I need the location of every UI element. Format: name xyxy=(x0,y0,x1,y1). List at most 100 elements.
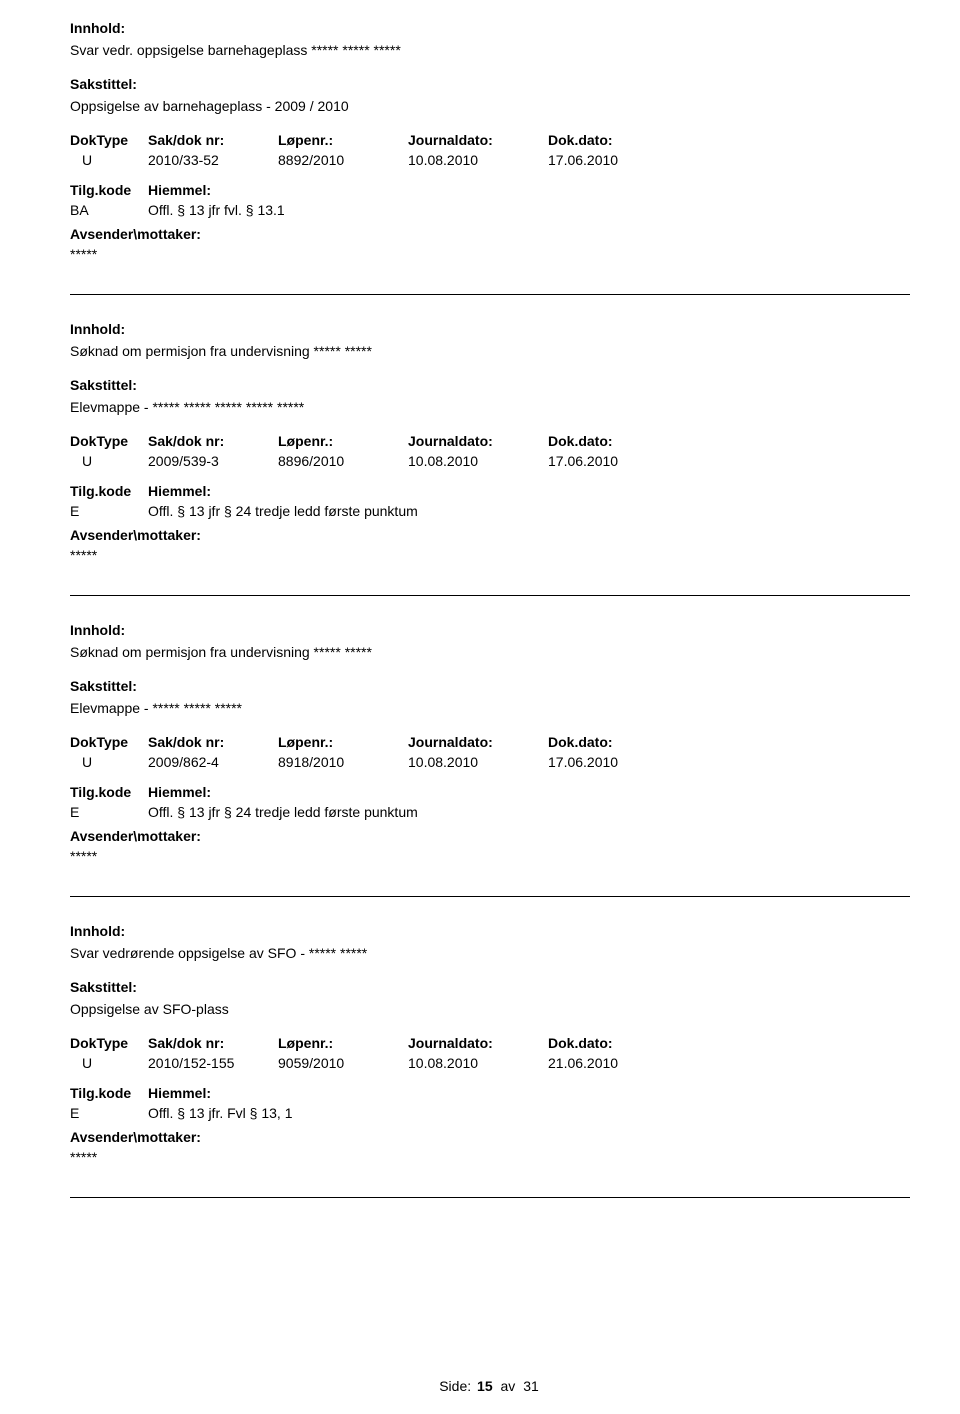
sakstittel-text: Oppsigelse av barnehageplass - 2009 / 20… xyxy=(70,98,910,114)
header-dokdato: Dok.dato: xyxy=(548,433,678,449)
value-lopenr: 8892/2010 xyxy=(278,152,408,168)
value-dokdato: 21.06.2010 xyxy=(548,1055,678,1071)
innhold-label: Innhold: xyxy=(70,622,910,638)
avsender-label: Avsender\mottaker: xyxy=(70,226,910,242)
header-lopenr: Løpenr.: xyxy=(278,734,408,750)
avsender-label: Avsender\mottaker: xyxy=(70,1129,910,1145)
value-lopenr: 8918/2010 xyxy=(278,754,408,770)
tilg-header-row: Tilg.kode Hiemmel: xyxy=(70,182,910,198)
value-dokdato: 17.06.2010 xyxy=(548,152,678,168)
header-lopenr: Løpenr.: xyxy=(278,132,408,148)
hiemmel-row: E Offl. § 13 jfr § 24 tredje ledd første… xyxy=(70,503,910,519)
innhold-text: Søknad om permisjon fra undervisning ***… xyxy=(70,343,910,359)
value-journaldato: 10.08.2010 xyxy=(408,453,548,469)
tilg-header-row: Tilg.kode Hiemmel: xyxy=(70,483,910,499)
journal-entry: Innhold: Svar vedr. oppsigelse barnehage… xyxy=(70,20,910,262)
value-dokdato: 17.06.2010 xyxy=(548,453,678,469)
column-headers: DokType Sak/dok nr: Løpenr.: Journaldato… xyxy=(70,734,910,750)
journal-entry: Innhold: Svar vedrørende oppsigelse av S… xyxy=(70,923,910,1165)
header-dokdato: Dok.dato: xyxy=(548,1035,678,1051)
tilg-header-row: Tilg.kode Hiemmel: xyxy=(70,784,910,800)
value-lopenr: 8896/2010 xyxy=(278,453,408,469)
value-journaldato: 10.08.2010 xyxy=(408,754,548,770)
journal-entry: Innhold: Søknad om permisjon fra undervi… xyxy=(70,321,910,563)
header-tilgkode: Tilg.kode xyxy=(70,483,148,499)
hiemmel-row: E Offl. § 13 jfr § 24 tredje ledd første… xyxy=(70,804,910,820)
avsender-text: ***** xyxy=(70,246,910,262)
header-tilgkode: Tilg.kode xyxy=(70,1085,148,1101)
value-sakdok: 2010/33-52 xyxy=(148,152,278,168)
footer-page-current: 15 xyxy=(477,1378,493,1394)
header-sakdok: Sak/dok nr: xyxy=(148,734,278,750)
header-dokdato: Dok.dato: xyxy=(548,734,678,750)
footer-page-total: 31 xyxy=(523,1378,539,1394)
header-hiemmel: Hiemmel: xyxy=(148,1085,211,1101)
separator xyxy=(70,1197,910,1198)
value-doktype: U xyxy=(70,754,148,770)
innhold-text: Søknad om permisjon fra undervisning ***… xyxy=(70,644,910,660)
header-doktype: DokType xyxy=(70,1035,148,1051)
header-hiemmel: Hiemmel: xyxy=(148,182,211,198)
value-sakdok: 2009/539-3 xyxy=(148,453,278,469)
avsender-text: ***** xyxy=(70,1149,910,1165)
value-hiemmel: Offl. § 13 jfr fvl. § 13.1 xyxy=(148,202,285,218)
value-hiemmel: Offl. § 13 jfr. Fvl § 13, 1 xyxy=(148,1105,292,1121)
avsender-text: ***** xyxy=(70,848,910,864)
avsender-label: Avsender\mottaker: xyxy=(70,828,910,844)
hiemmel-row: BA Offl. § 13 jfr fvl. § 13.1 xyxy=(70,202,910,218)
value-doktype: U xyxy=(70,152,148,168)
sakstittel-label: Sakstittel: xyxy=(70,76,910,92)
separator xyxy=(70,595,910,596)
value-tilgkode: BA xyxy=(70,202,148,218)
header-tilgkode: Tilg.kode xyxy=(70,784,148,800)
value-dokdato: 17.06.2010 xyxy=(548,754,678,770)
page-footer: Side: 15 av 31 xyxy=(70,1378,910,1394)
header-sakdok: Sak/dok nr: xyxy=(148,1035,278,1051)
footer-av: av xyxy=(501,1378,516,1394)
header-hiemmel: Hiemmel: xyxy=(148,483,211,499)
separator xyxy=(70,294,910,295)
data-row: U 2010/152-155 9059/2010 10.08.2010 21.0… xyxy=(70,1055,910,1071)
header-journaldato: Journaldato: xyxy=(408,132,548,148)
header-doktype: DokType xyxy=(70,132,148,148)
avsender-label: Avsender\mottaker: xyxy=(70,527,910,543)
value-tilgkode: E xyxy=(70,804,148,820)
avsender-text: ***** xyxy=(70,547,910,563)
value-doktype: U xyxy=(70,1055,148,1071)
header-hiemmel: Hiemmel: xyxy=(148,784,211,800)
hiemmel-row: E Offl. § 13 jfr. Fvl § 13, 1 xyxy=(70,1105,910,1121)
header-sakdok: Sak/dok nr: xyxy=(148,132,278,148)
value-doktype: U xyxy=(70,453,148,469)
data-row: U 2009/539-3 8896/2010 10.08.2010 17.06.… xyxy=(70,453,910,469)
value-tilgkode: E xyxy=(70,1105,148,1121)
value-lopenr: 9059/2010 xyxy=(278,1055,408,1071)
header-tilgkode: Tilg.kode xyxy=(70,182,148,198)
column-headers: DokType Sak/dok nr: Løpenr.: Journaldato… xyxy=(70,132,910,148)
tilg-header-row: Tilg.kode Hiemmel: xyxy=(70,1085,910,1101)
column-headers: DokType Sak/dok nr: Løpenr.: Journaldato… xyxy=(70,1035,910,1051)
innhold-text: Svar vedrørende oppsigelse av SFO - ****… xyxy=(70,945,910,961)
header-dokdato: Dok.dato: xyxy=(548,132,678,148)
sakstittel-text: Oppsigelse av SFO-plass xyxy=(70,1001,910,1017)
value-sakdok: 2009/862-4 xyxy=(148,754,278,770)
sakstittel-text: Elevmappe - ***** ***** ***** ***** ****… xyxy=(70,399,910,415)
footer-side-label: Side: xyxy=(439,1378,471,1394)
header-lopenr: Løpenr.: xyxy=(278,1035,408,1051)
header-journaldato: Journaldato: xyxy=(408,734,548,750)
sakstittel-text: Elevmappe - ***** ***** ***** xyxy=(70,700,910,716)
header-journaldato: Journaldato: xyxy=(408,433,548,449)
sakstittel-label: Sakstittel: xyxy=(70,979,910,995)
innhold-label: Innhold: xyxy=(70,923,910,939)
header-sakdok: Sak/dok nr: xyxy=(148,433,278,449)
value-sakdok: 2010/152-155 xyxy=(148,1055,278,1071)
header-journaldato: Journaldato: xyxy=(408,1035,548,1051)
page-container: Innhold: Svar vedr. oppsigelse barnehage… xyxy=(0,0,960,1414)
sakstittel-label: Sakstittel: xyxy=(70,678,910,694)
column-headers: DokType Sak/dok nr: Løpenr.: Journaldato… xyxy=(70,433,910,449)
header-doktype: DokType xyxy=(70,734,148,750)
value-tilgkode: E xyxy=(70,503,148,519)
innhold-text: Svar vedr. oppsigelse barnehageplass ***… xyxy=(70,42,910,58)
separator xyxy=(70,896,910,897)
innhold-label: Innhold: xyxy=(70,321,910,337)
value-hiemmel: Offl. § 13 jfr § 24 tredje ledd første p… xyxy=(148,804,418,820)
